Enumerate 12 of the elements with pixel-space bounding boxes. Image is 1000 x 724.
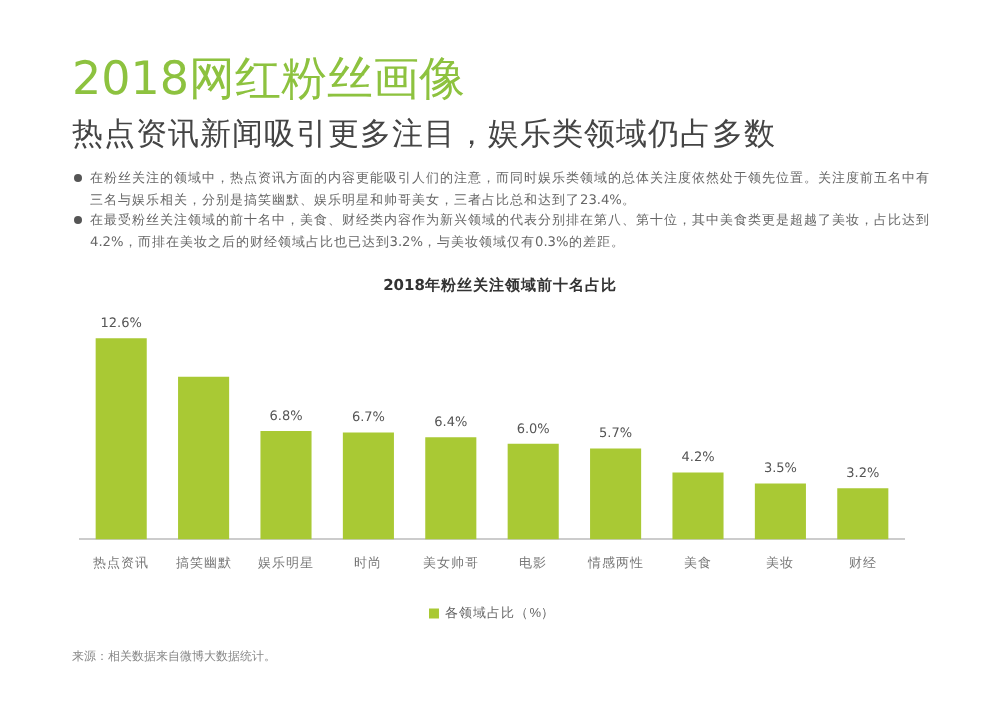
chart-subtitle: 热点资讯新闻吸引更多注目，娱乐类领域仍占多数	[72, 114, 776, 156]
bar	[590, 448, 642, 540]
bar	[507, 443, 559, 540]
bar	[95, 338, 147, 540]
bar	[342, 432, 394, 540]
bar	[425, 437, 477, 540]
bar	[672, 472, 724, 540]
bar	[837, 488, 889, 540]
chart-title: 2018网红粉丝画像	[72, 52, 466, 110]
bar	[260, 430, 312, 540]
bar	[178, 376, 230, 540]
bar	[754, 483, 806, 540]
